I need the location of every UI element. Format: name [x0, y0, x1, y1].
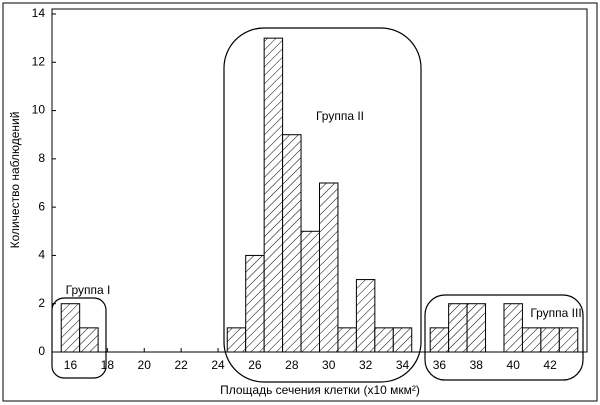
bar [245, 254, 265, 353]
x-tick-label: 34 [396, 358, 410, 372]
bar [540, 327, 560, 353]
x-tick-label: 18 [101, 358, 115, 372]
bar [282, 134, 302, 353]
bar [558, 327, 579, 353]
x-axis-label: Площадь сечения клетки (x10 мкм²) [220, 383, 420, 397]
bar [226, 327, 247, 353]
x-tick-label: 38 [470, 358, 484, 372]
y-tick-label: 2 [38, 296, 45, 310]
annotation: Группа II [316, 109, 364, 123]
bar [503, 303, 523, 353]
bar [337, 327, 357, 353]
bar [374, 327, 394, 353]
x-tick-label: 32 [359, 358, 373, 372]
x-tick-label: 30 [322, 358, 336, 372]
x-tick-label: 36 [433, 358, 447, 372]
bar [79, 327, 99, 353]
y-tick-label: 8 [38, 151, 45, 165]
x-tick-label: 42 [543, 358, 557, 372]
y-tick-label: 4 [38, 248, 45, 262]
bar [448, 303, 468, 353]
y-axis-label: Количество наблюдений [8, 112, 22, 249]
bar [429, 327, 450, 353]
y-tick-label: 10 [32, 103, 46, 117]
bar [263, 37, 284, 353]
y-tick-label: 0 [38, 344, 45, 358]
x-tick-label: 26 [248, 358, 262, 372]
group-outline [51, 297, 107, 379]
group-outline [223, 27, 422, 383]
x-tick-label: 22 [174, 358, 188, 372]
bar [60, 303, 81, 353]
bar [300, 230, 321, 353]
y-tick-label: 14 [32, 6, 46, 20]
bar [319, 182, 339, 353]
bar [466, 303, 487, 353]
group-outline [424, 294, 584, 381]
annotation: Группа III [530, 306, 581, 320]
annotation: Группа I [66, 283, 111, 297]
bar [392, 327, 413, 353]
x-tick-label: 16 [64, 358, 78, 372]
x-tick-label: 24 [211, 358, 225, 372]
y-tick-label: 6 [38, 199, 45, 213]
y-tick-label: 12 [32, 54, 46, 68]
bar [521, 327, 542, 353]
x-tick-label: 20 [138, 358, 152, 372]
x-tick-label: 40 [507, 358, 521, 372]
bar [355, 279, 376, 353]
x-tick-label: 28 [285, 358, 299, 372]
